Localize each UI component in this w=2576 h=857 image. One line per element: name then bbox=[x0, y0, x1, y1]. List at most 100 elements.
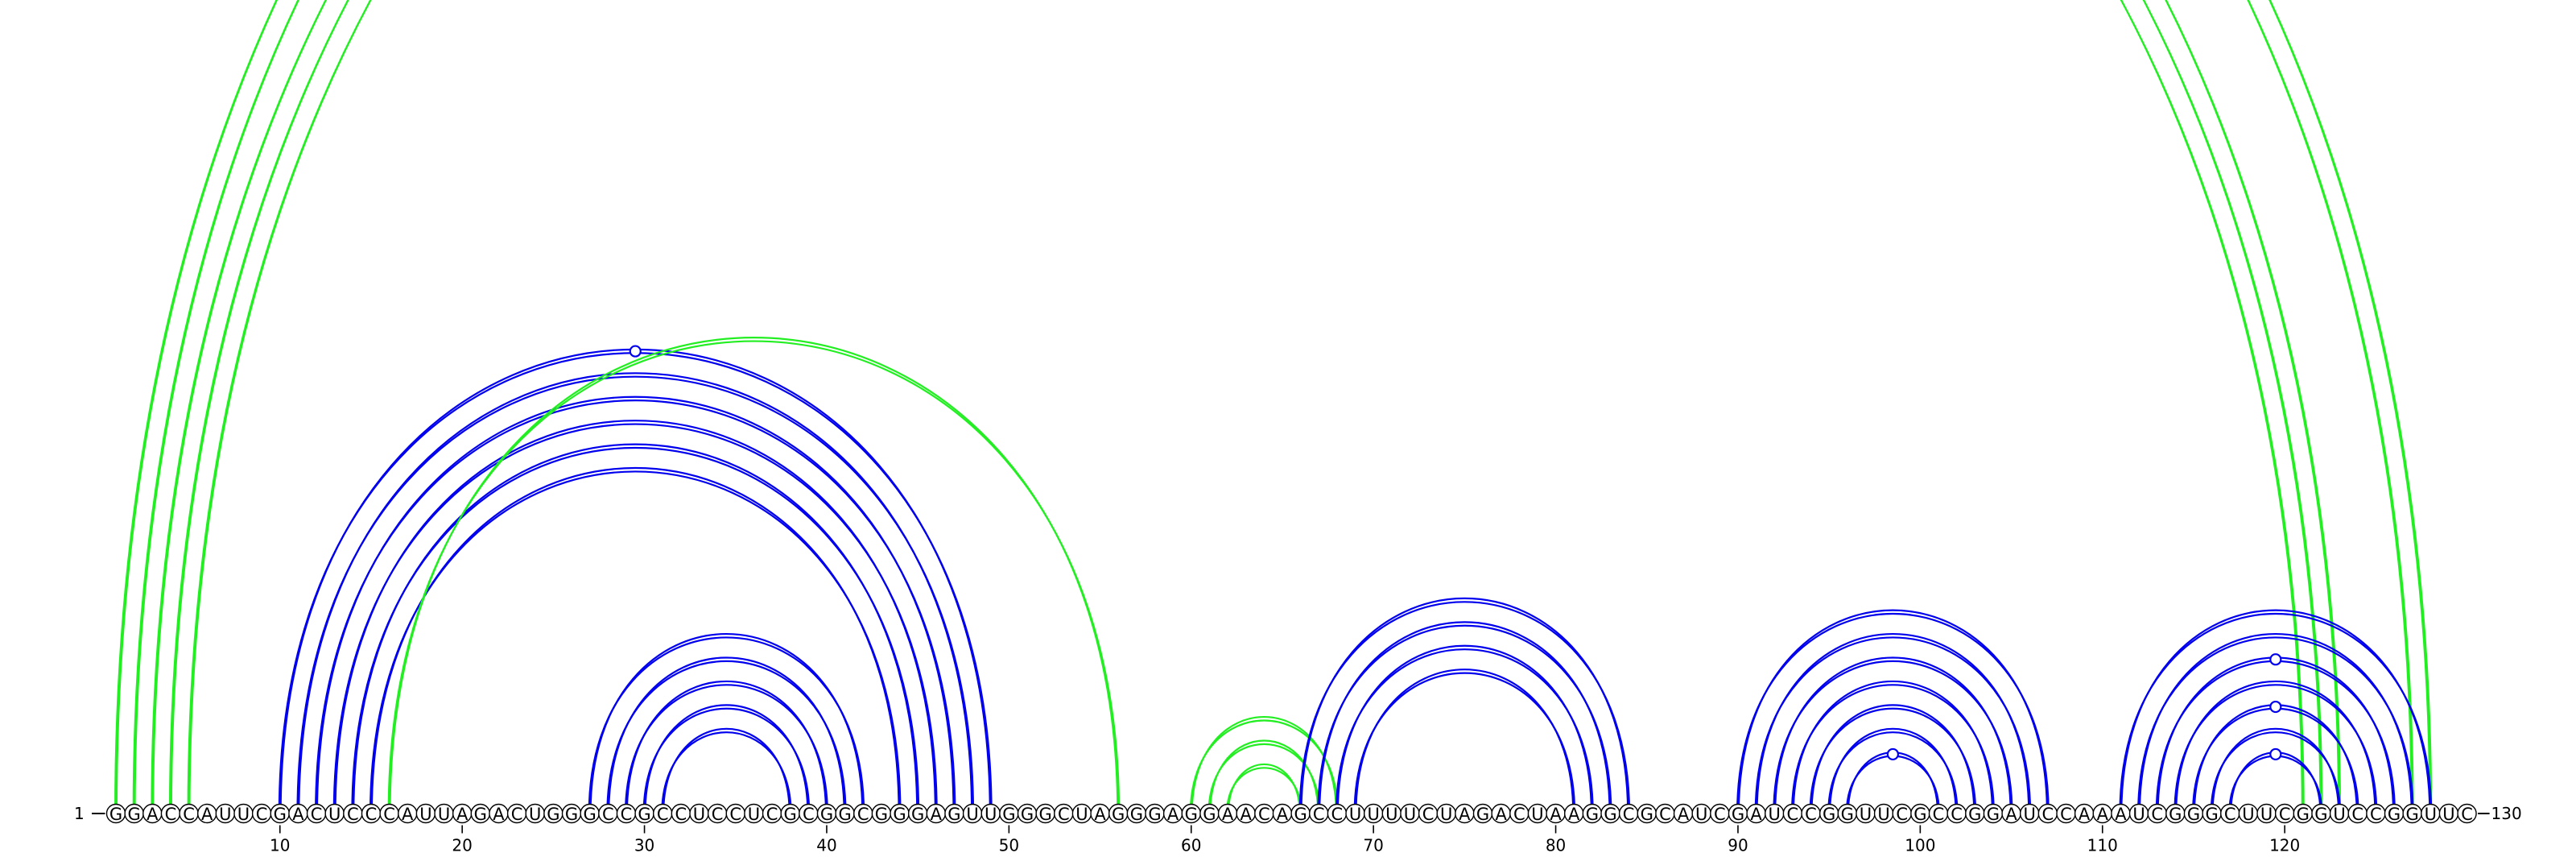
nucleotide-letter: A bbox=[292, 805, 304, 824]
nucleotide: G bbox=[634, 803, 654, 824]
tick-label: 10 bbox=[270, 836, 290, 855]
nucleotide: U bbox=[1856, 803, 1876, 824]
nucleotide: U bbox=[744, 803, 764, 824]
pair-arc-68-82-b bbox=[1336, 644, 1593, 814]
nucleotide-letter: U bbox=[985, 805, 997, 824]
nucleotide-letter: G bbox=[1604, 805, 1616, 824]
nucleotide: A bbox=[1563, 803, 1584, 824]
tick-label: 60 bbox=[1181, 836, 1201, 855]
markers-layer bbox=[629, 345, 2282, 761]
pair-arc-14-45-b bbox=[353, 443, 919, 814]
nucleotide-letter: U bbox=[1769, 805, 1781, 824]
pair-arc-115-124-a bbox=[2191, 707, 2359, 814]
nucleotide-letter: G bbox=[875, 805, 888, 824]
pair-arc-16-56-b bbox=[389, 337, 1119, 814]
nucleotide-letter: G bbox=[547, 805, 559, 824]
pair-arc-12-47-b bbox=[316, 395, 955, 814]
pair-arc-13-46-b bbox=[334, 420, 937, 814]
nucleotide: C bbox=[1928, 803, 1949, 824]
nucleotide: U bbox=[1765, 803, 1785, 824]
nucleotide: C bbox=[853, 803, 873, 824]
nucleotide: C bbox=[306, 803, 327, 824]
nucleotide-letter: C bbox=[511, 805, 523, 824]
nucleotide: C bbox=[1309, 803, 1329, 824]
nucleotide: G bbox=[561, 803, 582, 824]
pair-arc-61-67-b bbox=[1209, 739, 1319, 814]
nucleotide-letter: C bbox=[1513, 805, 1525, 824]
tick-label: 120 bbox=[2269, 836, 2300, 855]
nucleotide-letter: G bbox=[1185, 805, 1198, 824]
apex-marker bbox=[2269, 700, 2282, 714]
nucleotide-letter: C bbox=[2351, 805, 2363, 824]
nucleotide: C bbox=[1509, 803, 1530, 824]
nucleotide: C bbox=[2147, 803, 2167, 824]
nucleotide-letter: G bbox=[1148, 805, 1161, 824]
nucleotide: A bbox=[2092, 803, 2112, 824]
end-label: 130 bbox=[2491, 804, 2522, 823]
pair-arc-1-128-b bbox=[115, 0, 2431, 814]
pair-arc-3-123-b bbox=[152, 0, 2340, 814]
nucleotide: C bbox=[506, 803, 527, 824]
nucleotide-letter: C bbox=[1896, 805, 1908, 824]
nucleotide: G bbox=[1582, 803, 1603, 824]
nucleotide: A bbox=[1162, 803, 1183, 824]
nucleotide-letter: G bbox=[274, 805, 287, 824]
nucleotide-letter: C bbox=[383, 805, 395, 824]
nucleotide-letter: C bbox=[347, 805, 359, 824]
nucleotide-letter: C bbox=[2060, 805, 2072, 824]
nucleotide: U bbox=[980, 803, 1001, 824]
nucleotide-letter: A bbox=[2079, 805, 2091, 824]
nucleotide: C bbox=[179, 803, 199, 824]
tick-label: 80 bbox=[1546, 836, 1566, 855]
nucleotide: U bbox=[1691, 803, 1711, 824]
nucleotide: U bbox=[434, 803, 454, 824]
nucleotide: G bbox=[1145, 803, 1165, 824]
nucleotide: G bbox=[2384, 803, 2405, 824]
pair-arc-66-84-b bbox=[1300, 597, 1629, 814]
nucleotide: G bbox=[1472, 803, 1493, 824]
nucleotide-letter: G bbox=[127, 805, 140, 824]
nucleotide: C bbox=[343, 803, 363, 824]
nucleotide: A bbox=[452, 803, 473, 824]
nucleotide: A bbox=[1673, 803, 1694, 824]
tick-label: 40 bbox=[816, 836, 836, 855]
nucleotide: C bbox=[2037, 803, 2058, 824]
nucleotide-letter: G bbox=[1021, 805, 1034, 824]
nucleotide: G bbox=[1017, 803, 1038, 824]
nucleotide: C bbox=[1327, 803, 1348, 824]
nucleotide: U bbox=[2329, 803, 2350, 824]
nucleotide-letter: U bbox=[219, 805, 231, 824]
nucleotide-letter: U bbox=[2442, 805, 2454, 824]
nucleotide-letter: A bbox=[2097, 805, 2109, 824]
nucleotide-letter: A bbox=[201, 805, 213, 824]
apex-marker bbox=[1886, 747, 1899, 761]
pair-arc-67-83-a bbox=[1317, 624, 1612, 814]
nucleotide-letter: G bbox=[1913, 805, 1926, 824]
nucleotide-letter: A bbox=[2115, 805, 2127, 824]
nucleotide: U bbox=[1071, 803, 1092, 824]
nucleotide-letter: C bbox=[857, 805, 869, 824]
nucleotide-letter: U bbox=[1440, 805, 1452, 824]
pair-arc-90-107-b bbox=[1737, 609, 2049, 814]
nucleotide-letter: G bbox=[2405, 805, 2418, 824]
nucleotide-letter: C bbox=[1623, 805, 1635, 824]
pair-arc-2-127-a bbox=[132, 0, 2414, 814]
nucleotide: G bbox=[816, 803, 837, 824]
nucleotide: G bbox=[1126, 803, 1147, 824]
pair-arc-16-56-a bbox=[387, 340, 1121, 814]
nucleotide-letter: A bbox=[2005, 805, 2017, 824]
pair-arc-4-122-a bbox=[168, 0, 2323, 814]
nucleotide-letter: U bbox=[2024, 805, 2036, 824]
nucleotide-letter: U bbox=[2260, 805, 2273, 824]
nucleotide-letter: U bbox=[1404, 805, 1416, 824]
nucleotide-letter: U bbox=[438, 805, 450, 824]
pair-arc-15-44-b bbox=[370, 467, 900, 814]
nucleotide: A bbox=[1090, 803, 1110, 824]
nucleotide-letter: G bbox=[1112, 805, 1125, 824]
nucleotide-letter: U bbox=[419, 805, 431, 824]
apex-marker bbox=[629, 345, 642, 358]
nucleotide: U bbox=[525, 803, 545, 824]
nucleotide: G bbox=[907, 803, 928, 824]
nucleotide-letter: U bbox=[1877, 805, 1889, 824]
nucleotide-letter: U bbox=[529, 805, 541, 824]
